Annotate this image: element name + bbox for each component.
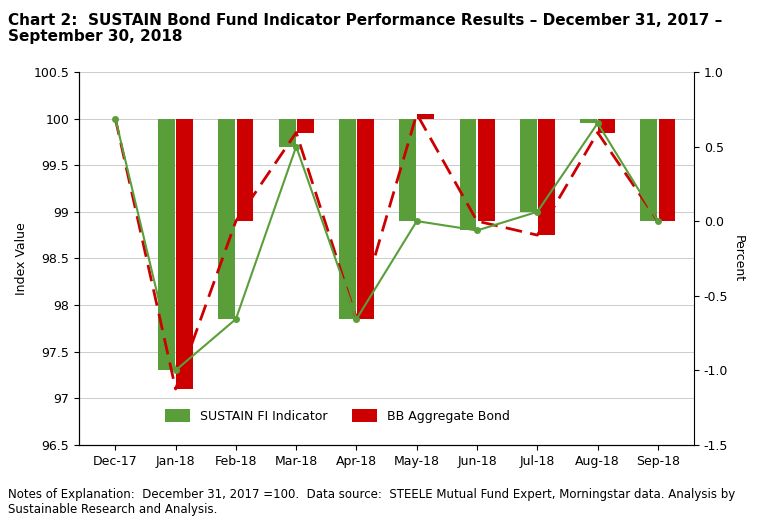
- Y-axis label: Index Value: Index Value: [15, 222, 28, 295]
- Y-axis label: Percent: Percent: [732, 235, 745, 282]
- Bar: [460, 118, 477, 230]
- Bar: [478, 118, 495, 221]
- Bar: [399, 118, 416, 221]
- Bar: [236, 118, 253, 221]
- Bar: [417, 114, 434, 118]
- Legend: SUSTAIN FI Indicator, BB Aggregate Bond: SUSTAIN FI Indicator, BB Aggregate Bond: [160, 404, 515, 428]
- Bar: [357, 118, 374, 319]
- Bar: [520, 118, 537, 212]
- Bar: [176, 118, 193, 389]
- Bar: [641, 118, 657, 221]
- Bar: [598, 118, 615, 132]
- Bar: [658, 118, 676, 221]
- Bar: [339, 118, 356, 319]
- Bar: [279, 118, 296, 146]
- Bar: [580, 118, 597, 123]
- Bar: [297, 118, 314, 132]
- Text: September 30, 2018: September 30, 2018: [8, 29, 182, 44]
- Text: Chart 2:  SUSTAIN Bond Fund Indicator Performance Results – December 31, 2017 –: Chart 2: SUSTAIN Bond Fund Indicator Per…: [8, 13, 722, 28]
- Bar: [218, 118, 236, 319]
- Text: Notes of Explanation:  December 31, 2017 =100.  Data source:  STEELE Mutual Fund: Notes of Explanation: December 31, 2017 …: [8, 488, 735, 516]
- Bar: [538, 118, 555, 235]
- Bar: [158, 118, 175, 371]
